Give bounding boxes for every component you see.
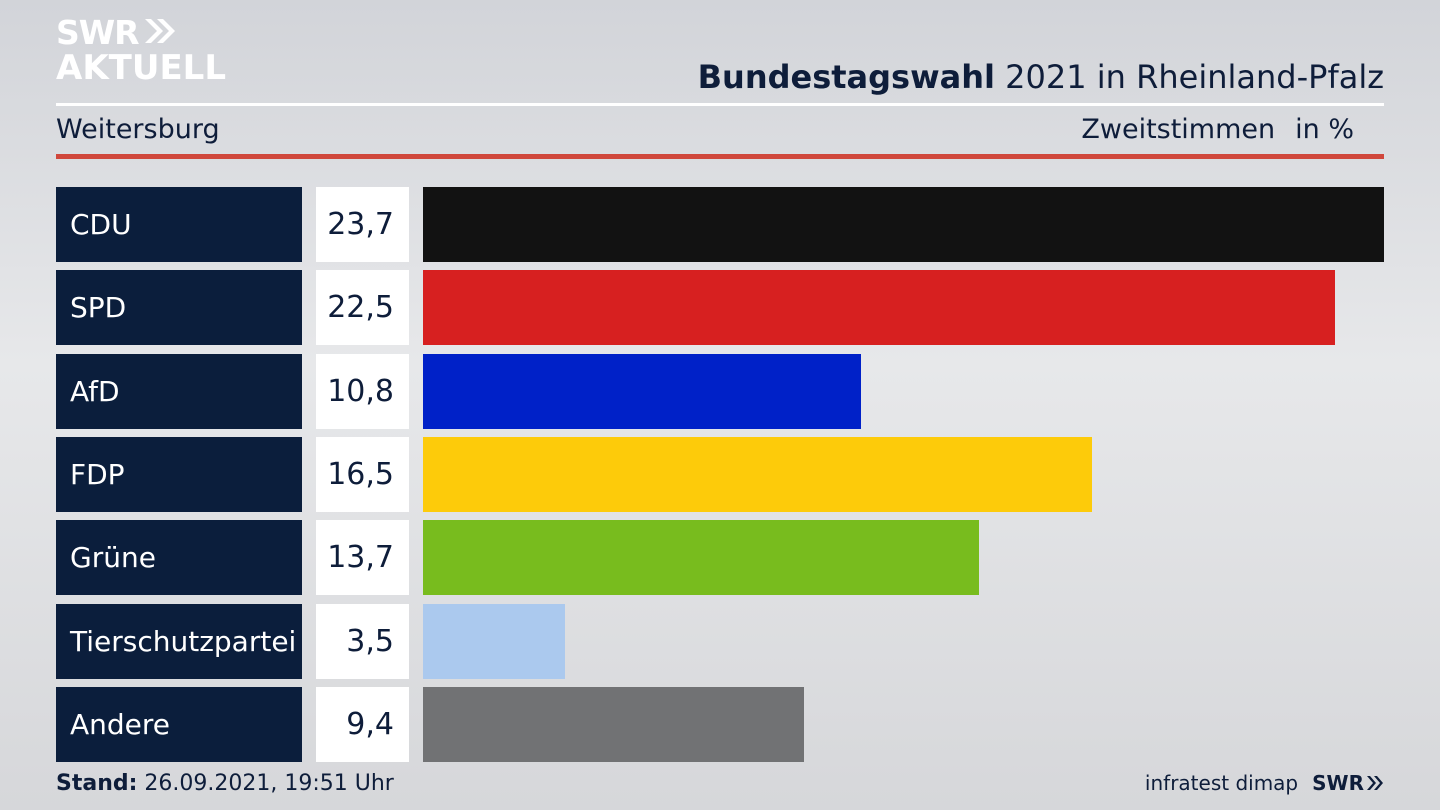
measure-text: Zweitstimmen <box>1081 114 1276 145</box>
source-text: infratest dimap <box>1144 771 1299 795</box>
value-label: 23,7 <box>316 187 409 262</box>
stand-label: Stand: <box>56 771 138 796</box>
bar <box>423 187 1384 262</box>
source-credit: infratest dimap SWR <box>1145 771 1384 795</box>
timestamp: Stand: 26.09.2021, 19:51 Uhr <box>56 771 394 796</box>
title-bold: Bundestagswahl <box>697 58 995 96</box>
bar <box>423 687 804 762</box>
brand-text: SWR <box>1312 771 1364 795</box>
bar-row: CDU 23,7 <box>0 187 1440 262</box>
bar-row: SPD 22,5 <box>0 270 1440 345</box>
logo-aktuell-text: AKTUELL <box>56 48 227 88</box>
party-label: AfD <box>56 354 302 429</box>
bar-row: Andere 9,4 <box>0 687 1440 762</box>
bar-row: AfD 10,8 <box>0 354 1440 429</box>
party-label: Tierschutzpartei <box>56 604 302 679</box>
swr-aktuell-logo: SWR AKTUELL <box>56 16 226 85</box>
value-label: 16,5 <box>316 437 409 512</box>
bar <box>423 354 861 429</box>
logo-swr-text: SWR <box>56 13 140 52</box>
double-chevron-icon <box>1367 776 1383 790</box>
party-label: Grüne <box>56 520 302 595</box>
header-divider <box>56 103 1384 106</box>
bar <box>423 520 979 595</box>
value-label: 22,5 <box>316 270 409 345</box>
value-label: 13,7 <box>316 520 409 595</box>
value-label: 9,4 <box>316 687 409 762</box>
chart-title: Bundestagswahl 2021 in Rheinland-Pfalz <box>698 58 1384 96</box>
bar-row: Tierschutzpartei 3,5 <box>0 604 1440 679</box>
double-chevron-icon <box>143 16 177 49</box>
bar-row: FDP 16,5 <box>0 437 1440 512</box>
bar <box>423 604 565 679</box>
accent-divider <box>56 154 1384 159</box>
stand-value: 26.09.2021, 19:51 Uhr <box>144 771 394 796</box>
party-label: CDU <box>56 187 302 262</box>
measure-label: Zweitstimmen in % <box>1081 114 1354 145</box>
swr-brand: SWR <box>1312 771 1384 795</box>
party-label: Andere <box>56 687 302 762</box>
party-label: FDP <box>56 437 302 512</box>
title-rest: 2021 in Rheinland-Pfalz <box>1005 58 1384 96</box>
value-label: 10,8 <box>316 354 409 429</box>
bar <box>423 270 1335 345</box>
subtitle: Weitersburg <box>56 114 220 145</box>
value-label: 3,5 <box>316 604 409 679</box>
bar-row: Grüne 13,7 <box>0 520 1440 595</box>
bar <box>423 437 1092 512</box>
unit-text: in % <box>1295 114 1354 145</box>
party-label: SPD <box>56 270 302 345</box>
